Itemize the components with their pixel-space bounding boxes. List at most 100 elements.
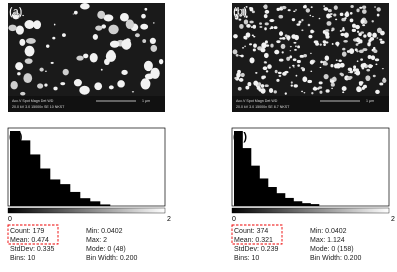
particle — [140, 78, 151, 90]
particle — [24, 58, 33, 64]
particle — [293, 10, 296, 13]
stat: Mean: 0.474 — [10, 237, 49, 244]
stat: Max: 1.124 — [310, 237, 345, 244]
particle — [342, 27, 345, 30]
particle — [243, 19, 249, 25]
particle — [324, 55, 330, 61]
particle — [341, 86, 347, 92]
particle — [375, 63, 378, 66]
particle — [274, 69, 278, 74]
particle — [105, 50, 117, 62]
particle — [259, 25, 263, 28]
particle — [330, 79, 335, 83]
particle — [241, 8, 245, 12]
particle — [356, 88, 362, 92]
particle — [62, 33, 66, 37]
particle — [76, 55, 84, 61]
histogram-bar — [60, 184, 71, 206]
stat: StdDev: 0.239 — [234, 246, 278, 253]
particle — [380, 30, 385, 36]
particle — [291, 18, 296, 22]
particle — [293, 41, 297, 44]
particle — [245, 5, 248, 8]
particle — [235, 53, 239, 57]
particle — [301, 29, 304, 32]
histogram-bar — [293, 201, 303, 206]
particle — [17, 72, 21, 76]
particle — [265, 44, 270, 47]
axis-min: 0 — [232, 216, 236, 223]
particle — [323, 5, 325, 7]
particle — [341, 28, 345, 32]
particle — [308, 34, 313, 39]
particle — [251, 26, 253, 29]
info: 20.0 kV 3.0 15000x SE 8.7 NKST — [236, 105, 290, 109]
particle — [289, 55, 293, 59]
particle — [234, 16, 239, 20]
particle — [326, 21, 332, 26]
particle — [264, 84, 269, 88]
particle — [331, 42, 334, 45]
particle — [360, 19, 365, 24]
particle — [37, 83, 44, 89]
particle — [379, 38, 383, 41]
particle — [53, 23, 56, 26]
particle — [319, 43, 322, 46]
particle — [152, 22, 155, 24]
particle — [318, 17, 321, 20]
particle — [261, 42, 267, 49]
histogram-bar — [100, 204, 111, 206]
particle — [310, 52, 312, 55]
particle — [95, 25, 103, 31]
particle — [251, 10, 255, 14]
particle — [303, 5, 307, 9]
particle — [238, 78, 244, 82]
particle — [249, 57, 255, 64]
particle — [243, 35, 247, 40]
particle — [108, 24, 119, 35]
stat: Count: 374 — [234, 228, 268, 235]
particle — [359, 6, 363, 9]
particle — [349, 48, 355, 55]
particle — [375, 89, 380, 94]
particle — [335, 18, 338, 21]
particle — [355, 70, 361, 76]
particle — [345, 11, 349, 15]
particle — [331, 29, 334, 32]
particle — [323, 43, 326, 47]
particle — [293, 84, 298, 88]
particle — [100, 68, 103, 71]
particle — [286, 56, 291, 61]
particle — [8, 24, 17, 32]
particle — [362, 9, 367, 14]
particle — [327, 8, 332, 13]
histogram-bar — [80, 198, 91, 206]
histogram-bar — [310, 204, 320, 206]
particle — [294, 9, 298, 11]
particle — [253, 35, 256, 38]
stat: Count: 179 — [10, 228, 44, 235]
particle — [382, 78, 387, 83]
particle — [252, 24, 257, 29]
particle — [50, 61, 54, 64]
particle — [44, 83, 48, 87]
particle — [273, 90, 277, 94]
particle — [241, 9, 247, 16]
particles — [8, 3, 164, 96]
particle — [79, 85, 90, 95]
particle — [108, 85, 114, 90]
panel-label: (a) — [9, 6, 23, 18]
particle — [140, 23, 149, 30]
particle — [351, 28, 357, 32]
particle — [360, 41, 363, 43]
particle — [339, 30, 342, 32]
histogram-bar — [242, 148, 252, 206]
gradient-bar — [231, 207, 390, 214]
particle — [277, 71, 282, 75]
particle — [331, 87, 333, 90]
particle — [303, 53, 307, 58]
particle — [239, 13, 242, 17]
particle — [46, 44, 50, 48]
particle — [53, 86, 58, 91]
